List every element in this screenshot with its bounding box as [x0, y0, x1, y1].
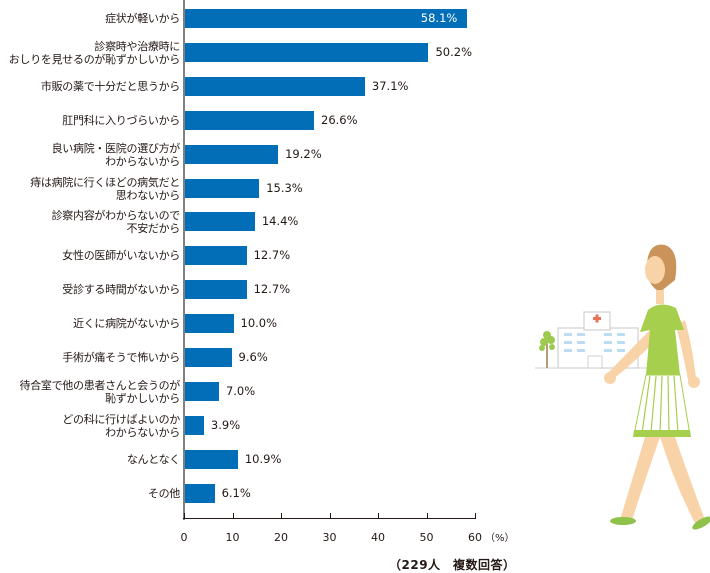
- category-label: 痔は病院に行くほどの病気だと 思わないから: [30, 175, 180, 202]
- value-label: 37.1%: [371, 79, 409, 93]
- x-axis: [183, 518, 476, 519]
- y-axis: [183, 0, 185, 520]
- bar: [185, 77, 365, 96]
- value-label: 15.3%: [266, 181, 303, 195]
- bar: [185, 348, 232, 367]
- x-tick-label: 40: [371, 531, 385, 544]
- category-label: 肛門科に入りづらいから: [62, 114, 180, 127]
- category-label: なんとなく: [126, 453, 180, 466]
- x-axis-unit: （%）: [485, 533, 515, 544]
- value-label: 19.2%: [285, 147, 322, 161]
- bar: [185, 43, 429, 62]
- value-label: 6.1%: [221, 486, 251, 500]
- bar: [185, 382, 219, 401]
- x-tick: [378, 513, 379, 518]
- category-label: 手術が痛そうで怖いから: [62, 351, 180, 364]
- bar: [185, 212, 255, 231]
- bar: [185, 145, 279, 164]
- x-tick-label: 50: [419, 531, 434, 544]
- woman-figure: [604, 244, 710, 530]
- category-label: 受診する時間がないから: [62, 283, 180, 296]
- category-label: 症状が軽いから: [105, 12, 180, 25]
- bar: [185, 280, 247, 299]
- category-label: 市販の薬で十分だと思うから: [40, 80, 180, 93]
- value-label: 9.6%: [238, 350, 268, 364]
- x-tick: [281, 513, 282, 518]
- value-label: 12.7%: [253, 248, 291, 262]
- category-label: 良い病院・医院の選び方が わからないから: [51, 141, 181, 168]
- value-label: 10.0%: [240, 316, 278, 330]
- category-label: 診察内容がわからないので 不安だから: [51, 208, 181, 235]
- bar: [185, 314, 234, 333]
- x-tick: [184, 513, 185, 518]
- value-label: 3.9%: [210, 418, 241, 432]
- category-label: 女性の医師がいないから: [62, 249, 180, 262]
- bar: [185, 416, 204, 435]
- x-tick: [426, 513, 428, 518]
- x-tick-label: 60: [468, 531, 482, 544]
- value-label: 58.1%: [420, 11, 458, 25]
- value-label: 50.2%: [435, 45, 473, 59]
- x-tick: [232, 513, 234, 518]
- x-tick-label: 30: [322, 531, 337, 544]
- woman-walking-illustration: [535, 244, 710, 530]
- tree-icon: [539, 331, 555, 368]
- category-label: その他: [147, 487, 180, 500]
- footnote: （229人 複数回答）: [389, 558, 516, 572]
- value-label: 26.6%: [321, 113, 358, 127]
- value-label: 14.4%: [261, 214, 299, 228]
- value-label: 12.7%: [253, 282, 291, 296]
- category-label: 診察時や治療時に おしりを見せるのが恥ずかしいから: [8, 39, 181, 66]
- x-tick-label: 0: [180, 531, 188, 544]
- value-label: 10.9%: [244, 452, 282, 466]
- bar: [185, 111, 314, 130]
- category-label: 近くに病院がないから: [73, 317, 180, 330]
- x-tick: [329, 513, 331, 518]
- value-label: 7.0%: [225, 384, 256, 398]
- x-tick-label: 20: [274, 531, 288, 544]
- category-label: 待合室で他の患者さんと会うのが 恥ずかしいから: [19, 378, 181, 405]
- bar: [185, 484, 215, 503]
- x-tick: [475, 513, 476, 518]
- bar: [185, 450, 238, 469]
- bar: [185, 179, 260, 198]
- category-label: どの科に行けばよいのか わからないから: [62, 412, 180, 439]
- bar: [185, 246, 247, 265]
- bar: [185, 9, 467, 28]
- x-tick-label: 10: [225, 531, 240, 544]
